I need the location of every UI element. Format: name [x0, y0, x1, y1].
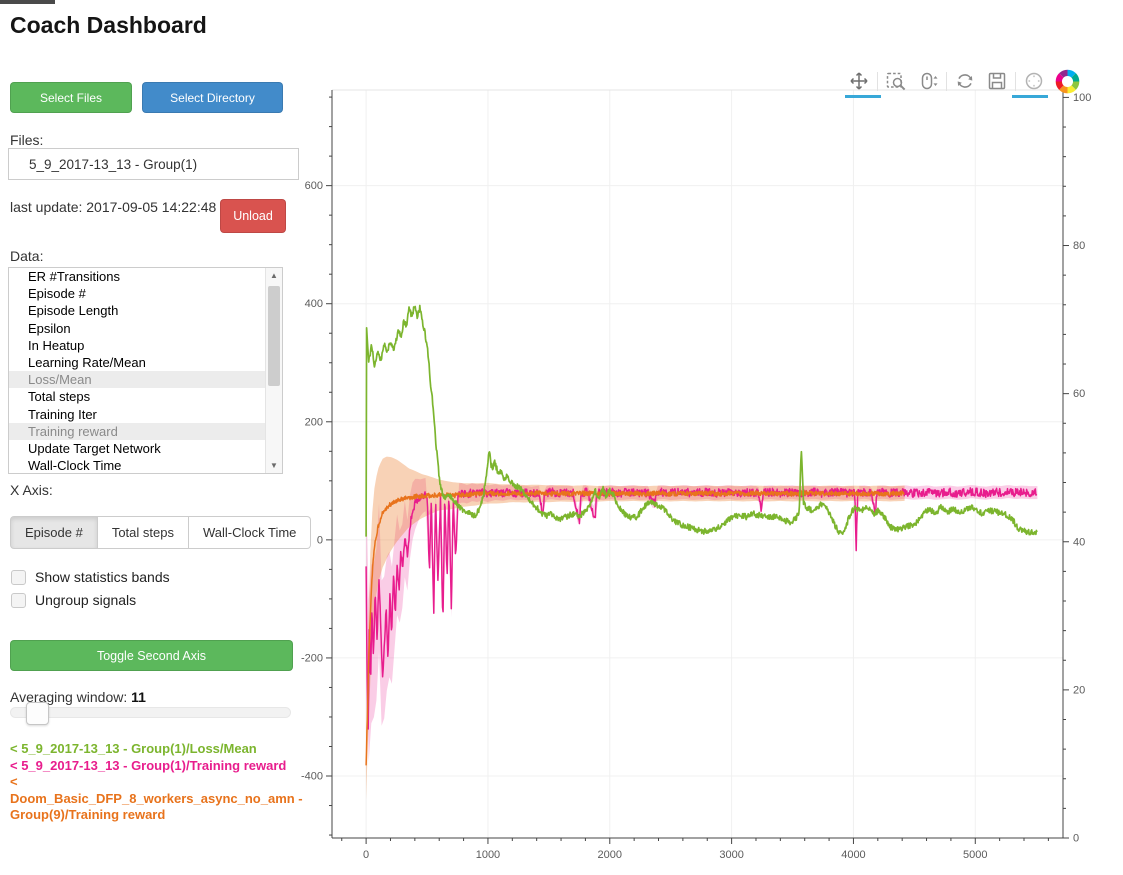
svg-text:80: 80: [1073, 240, 1085, 252]
svg-text:40: 40: [1073, 536, 1085, 548]
wheel-zoom-tool-icon[interactable]: [916, 69, 940, 93]
data-item[interactable]: Training Iter: [28, 406, 97, 422]
pan-tool-icon[interactable]: [847, 69, 871, 93]
toggle-second-axis-button[interactable]: Toggle Second Axis: [10, 640, 293, 671]
svg-text:1000: 1000: [476, 849, 500, 861]
screen-edge-artifact: [0, 0, 55, 4]
series-line: [365, 490, 905, 766]
svg-text:0: 0: [363, 849, 369, 861]
svg-text:5000: 5000: [963, 849, 987, 861]
ungroup-signals-row: Ungroup signals: [11, 592, 136, 608]
svg-text:100: 100: [1073, 92, 1091, 104]
bokeh-logo-icon[interactable]: [1054, 68, 1081, 95]
scrollbar[interactable]: ▲ ▼: [265, 268, 282, 473]
averaging-window-label: Averaging window: 11: [10, 689, 146, 705]
select-files-button[interactable]: Select Files: [10, 82, 132, 113]
box-zoom-tool-icon[interactable]: [884, 69, 908, 93]
pan-active-indicator: [845, 95, 881, 98]
grid: [332, 89, 1063, 838]
svg-text:60: 60: [1073, 388, 1085, 400]
svg-text:-400: -400: [301, 771, 323, 783]
svg-text:3000: 3000: [719, 849, 743, 861]
svg-text:20: 20: [1073, 684, 1085, 696]
x-axis-option-wall-clock[interactable]: Wall-Clock Time: [188, 516, 312, 549]
x-axis-label: X Axis:: [10, 482, 53, 498]
svg-text:200: 200: [305, 416, 323, 428]
x-axis-option-episode[interactable]: Episode #: [10, 516, 98, 549]
series-line: [365, 487, 1038, 730]
save-tool-icon[interactable]: [985, 69, 1009, 93]
legend-entry-training-reward-g1[interactable]: < 5_9_2017-13_13 - Group(1)/Training rew…: [10, 757, 287, 773]
series-lines: [365, 304, 1038, 800]
show-statistics-bands-row: Show statistics bands: [11, 569, 170, 585]
files-select[interactable]: 5_9_2017-13_13 - Group(1): [8, 148, 299, 180]
axes: [326, 90, 1069, 844]
ungroup-signals-label: Ungroup signals: [35, 592, 137, 608]
data-item[interactable]: Epsilon: [28, 320, 71, 336]
stat-band: [366, 456, 905, 800]
reset-tool-icon[interactable]: [953, 69, 977, 93]
show-statistics-bands-checkbox[interactable]: [11, 569, 26, 585]
x-axis-option-total-steps[interactable]: Total steps: [97, 516, 189, 549]
legend-entry-loss-mean[interactable]: < 5_9_2017-13_13 - Group(1)/Loss/Mean: [10, 741, 257, 756]
scroll-down-icon[interactable]: ▼: [270, 461, 278, 470]
last-update-text: last update: 2017-09-05 14:22:48: [10, 199, 217, 215]
toolbar-separator: [1015, 71, 1016, 91]
toolbar-separator: [946, 71, 947, 91]
data-item[interactable]: Loss/Mean: [9, 371, 282, 389]
averaging-window-slider-handle[interactable]: [26, 702, 49, 725]
files-label: Files:: [10, 132, 44, 148]
data-item[interactable]: Training reward: [9, 422, 282, 440]
unload-button[interactable]: Unload: [220, 199, 286, 233]
data-item[interactable]: Learning Rate/Mean: [28, 354, 146, 370]
show-statistics-bands-label: Show statistics bands: [35, 569, 170, 585]
svg-text:0: 0: [317, 534, 323, 546]
hover-tool-icon[interactable]: [1022, 69, 1046, 93]
data-item[interactable]: Update Target Network: [28, 440, 161, 456]
svg-text:-200: -200: [301, 652, 323, 664]
data-item[interactable]: In Heatup: [28, 337, 85, 353]
svg-text:4000: 4000: [841, 849, 865, 861]
toolbar-separator: [877, 71, 878, 91]
svg-text:0: 0: [1073, 833, 1079, 845]
scrollbar-thumb[interactable]: [268, 286, 280, 386]
page-title: Coach Dashboard: [10, 12, 207, 38]
stat-band: [366, 478, 1038, 762]
averaging-window-value: 11: [131, 689, 146, 705]
data-item[interactable]: Episode #: [28, 286, 86, 302]
chart-legend: < 5_9_2017-13_13 - Group(1)/Loss/Mean < …: [10, 741, 304, 824]
legend-entry-training-reward-doom[interactable]: < Doom_Basic_DFP_8_workers_async_no_amn …: [10, 774, 303, 822]
data-item[interactable]: ER #Transitions: [28, 269, 120, 284]
data-item[interactable]: Wall-Clock Time: [28, 458, 122, 474]
averaging-window-slider-track[interactable]: [10, 707, 291, 718]
select-directory-button[interactable]: Select Directory: [142, 82, 283, 113]
ungroup-signals-checkbox[interactable]: [11, 592, 26, 608]
svg-text:600: 600: [305, 180, 323, 192]
data-listbox[interactable]: ER #Transitions Episode # Episode Length…: [8, 267, 283, 474]
data-label: Data:: [10, 248, 44, 264]
series-line: [365, 304, 1038, 537]
svg-text:400: 400: [305, 298, 323, 310]
bokeh-toolbar: [843, 66, 1085, 96]
data-item[interactable]: Episode Length: [28, 303, 119, 319]
x-axis-toggle-group: Episode # Total steps Wall-Clock Time: [10, 516, 312, 549]
svg-text:2000: 2000: [598, 849, 622, 861]
averaging-window-text: Averaging window:: [10, 689, 132, 705]
scroll-up-icon[interactable]: ▲: [270, 271, 278, 280]
hover-active-indicator: [1012, 95, 1048, 98]
data-item[interactable]: Total steps: [28, 389, 91, 405]
